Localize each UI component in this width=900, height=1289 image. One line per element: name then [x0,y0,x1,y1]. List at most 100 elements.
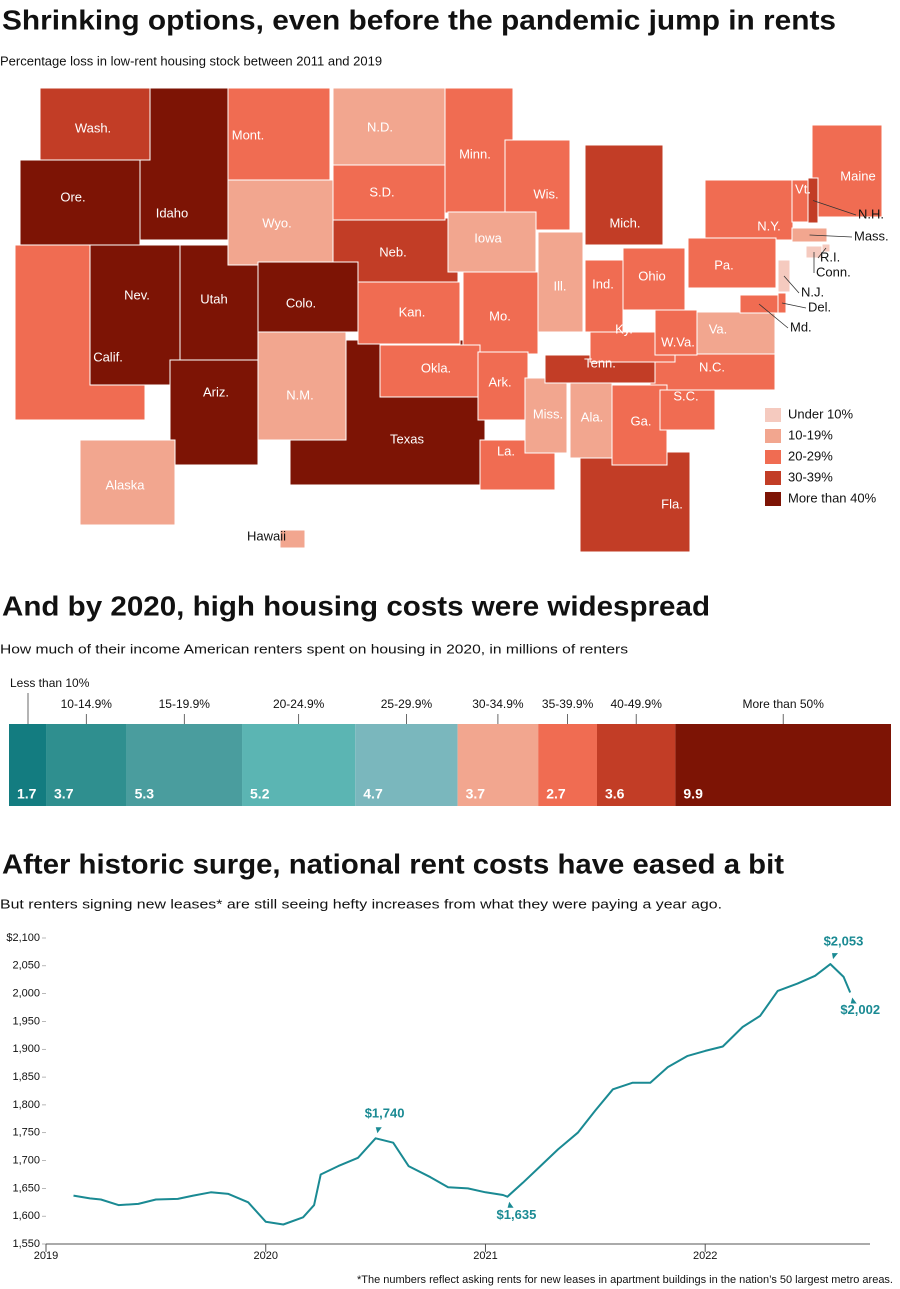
leader-line [781,302,807,309]
leader-line [783,275,800,294]
state-label: Minn. [459,146,491,161]
segment-value: 2.7 [546,786,566,802]
state-label: Utah [200,291,227,306]
state-label: Pa. [714,257,734,272]
annotation-arrow [831,953,838,960]
state [332,87,446,166]
state-label: N.D. [367,119,393,134]
state-label: Md. [790,319,812,334]
state [584,259,624,333]
state [19,159,141,246]
y-tick-label: 2,050 [12,960,40,972]
x-tick-label: 2020 [253,1250,277,1262]
leader-line [817,247,827,259]
state-label: Ala. [581,409,603,424]
state-label: Wis. [533,186,558,201]
state-label: Nev. [124,287,150,302]
annotation-arrow [507,1201,514,1208]
state [704,179,794,241]
bar-segment [126,724,243,806]
category-label: 40-49.9% [611,697,663,711]
segment-value: 3.6 [605,786,625,802]
y-tick-label: 1,950 [12,1015,40,1027]
state-label: Ind. [592,276,614,291]
leader-line [812,200,857,216]
bar-segment [597,724,676,806]
y-tick-label: 2,000 [12,988,40,1000]
state [79,439,176,526]
bar-subtitle: How much of their income American renter… [0,641,629,656]
state-label: Mich. [609,215,640,230]
state-label: Texas [390,431,424,446]
state [279,529,306,549]
state-label: Iowa [474,230,502,245]
state-label: S.D. [369,184,394,199]
line-subtitle: But renters signing new leases* are stil… [0,896,722,911]
annotation-label: $1,635 [497,1207,537,1222]
state-label: Hawaii [247,528,286,543]
legend-label: Under 10% [788,406,853,421]
y-tick-label: 1,800 [12,1099,40,1111]
state-label: Miss. [533,406,563,421]
line-title: After historic surge, national rent cost… [2,848,784,879]
category-label: Less than 10% [10,676,90,690]
bar-segment [9,724,47,806]
state-label: Kan. [399,304,426,319]
bar-segment [46,724,127,806]
state [257,331,347,441]
state-label: W.Va. [661,334,695,349]
map-title: Shrinking options, even before the pande… [2,4,836,35]
state-label: Wyo. [262,215,292,230]
bar-segment [242,724,356,806]
bar-segment [675,724,891,806]
segment-value: 3.7 [54,786,74,802]
legend-swatch [765,450,781,464]
legend-swatch [765,471,781,485]
annotation-arrow [850,997,857,1004]
state [524,377,568,454]
legend-swatch [765,429,781,443]
state-label: Conn. [816,264,851,279]
state [447,211,537,273]
x-tick-label: 2022 [693,1250,717,1262]
state-label: La. [497,443,515,458]
state-label: Colo. [286,295,316,310]
state-label: Vt. [795,181,811,196]
legend-label: 20-29% [788,448,833,463]
state-label: Calif. [93,349,123,364]
bar-title: And by 2020, high housing costs were wid… [2,590,710,621]
state [137,87,229,241]
x-tick-label: 2019 [34,1250,58,1262]
annotation-label: $2,002 [840,1002,880,1017]
state-label: Ohio [638,268,665,283]
category-label: 30-34.9% [472,697,524,711]
y-tick-label: 1,550 [12,1238,40,1250]
state-label: Ky. [615,321,633,336]
state-label: Ark. [488,374,511,389]
state [357,281,461,345]
state [687,237,777,289]
annotation-label: $1,740 [365,1106,405,1121]
y-tick-label: 1,750 [12,1127,40,1139]
state-label: Mass. [854,228,889,243]
y-tick-label: 1,600 [12,1210,40,1222]
state [579,451,691,553]
state [332,164,446,221]
state-label: Idaho [156,205,189,220]
state-label: Ore. [60,189,85,204]
state-label: Wash. [75,120,111,135]
segment-value: 5.3 [135,786,155,802]
state-label: R.I. [820,249,840,264]
y-tick-label: 1,850 [12,1071,40,1083]
legend-swatch [765,492,781,506]
state [584,144,664,246]
state [659,389,716,431]
segment-value: 3.7 [466,786,486,802]
state-label: Ga. [631,413,652,428]
category-label: 20-24.9% [273,697,325,711]
y-tick-label: 1,900 [12,1043,40,1055]
state [39,87,151,161]
state-label: Ill. [554,278,567,293]
segment-value: 9.9 [683,786,703,802]
state [169,359,259,466]
